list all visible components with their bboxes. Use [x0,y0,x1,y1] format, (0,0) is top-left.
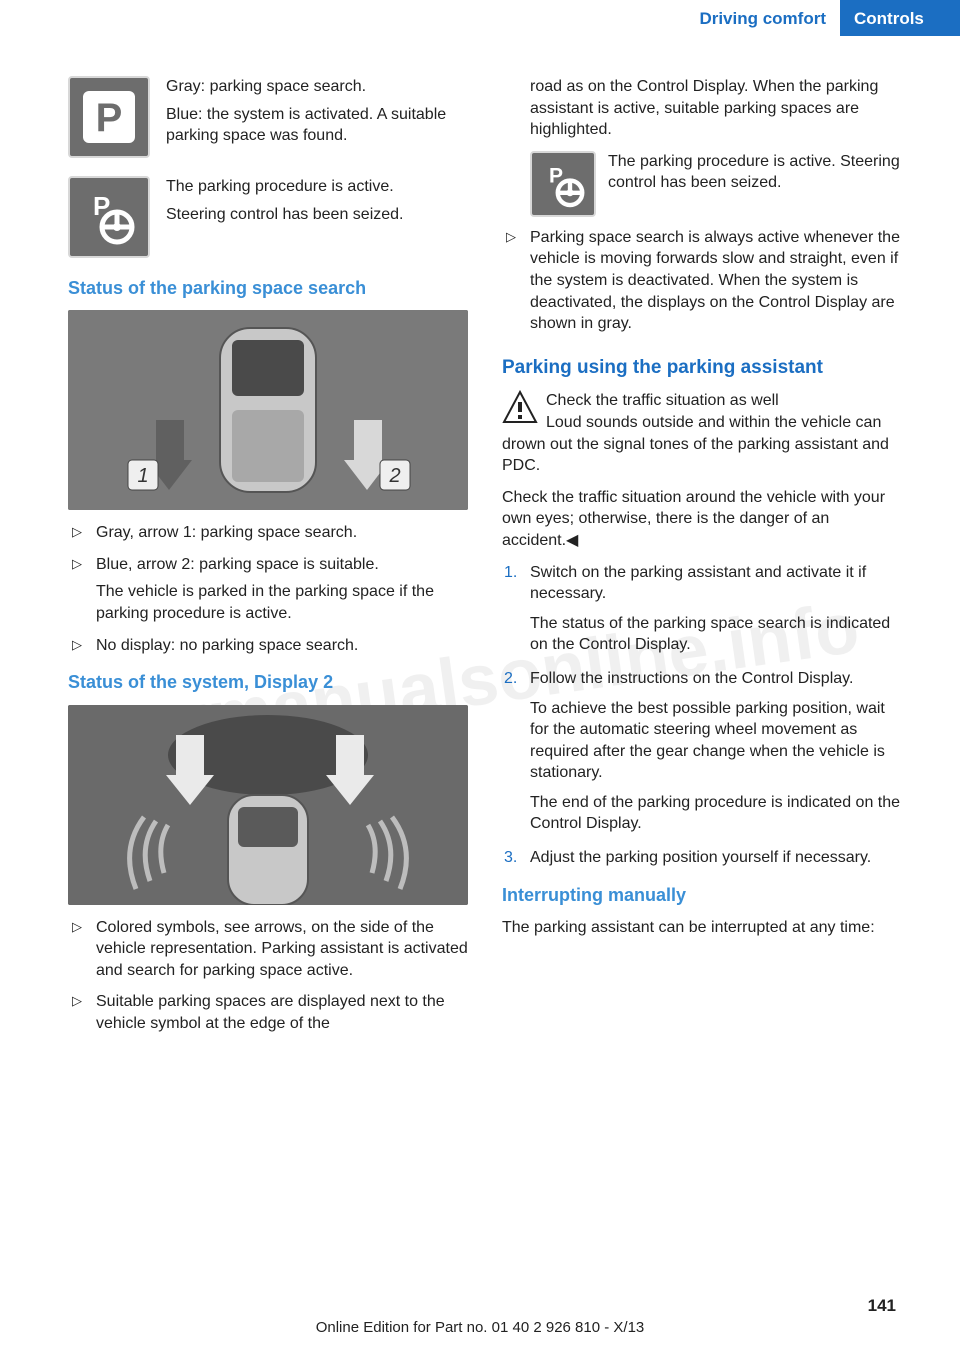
icon1-line1: Gray: parking space search. [166,76,468,98]
step-marker: 2. [504,668,517,690]
status1-i3: No display: no parking space search. [96,637,358,654]
breadcrumb: Driving comfort [699,0,840,36]
right-column: road as on the Control Display. When the… [502,76,902,1045]
step-3: 3. Adjust the parking position yourself … [502,847,902,869]
list-item: Blue, arrow 2: parking space is suitable… [68,554,468,625]
step3-text: Adjust the parking position yourself if … [530,849,871,866]
warn-line3: Check the traffic situation around the v… [502,487,902,552]
heading-interrupting: Interrupting manually [502,883,902,907]
status1-i2b: The vehicle is parked in the parking spa… [96,581,468,624]
svg-text:P: P [96,96,123,140]
step2-sub2: The end of the parking procedure is indi… [530,792,902,835]
step1-sub: The status of the parking space search i… [530,613,902,656]
right-bullet-list: Parking space search is always active wh… [502,227,902,335]
status2-list: Colored symbols, see arrows, on the side… [68,917,468,1035]
list-item: No display: no parking space search. [68,635,468,657]
heading-status-display2: Status of the system, Display 2 [68,670,468,694]
parking-steering-icon: P [68,176,150,258]
step2-sub1: To achieve the best possible parking pos… [530,698,902,784]
status1-i2: Blue, arrow 2: parking space is suitable… [96,556,379,573]
icon-row-steering: P The parking procedure is active. Steer… [68,176,468,258]
figure-display2 [68,705,468,905]
steps-list: 1. Switch on the parking assistant and a… [502,562,902,869]
content-columns: P Gray: parking space search. Blue: the … [0,36,960,1045]
left-column: P Gray: parking space search. Blue: the … [68,76,468,1045]
warning-block: Check the traffic situation as well Loud… [502,390,902,476]
step2-text: Follow the instructions on the Control D… [530,670,853,687]
parking-p-icon: P [68,76,150,158]
warn-line2: Loud sounds outside and within the vehic… [502,414,889,474]
status2-i2: Suitable parking spaces are displayed ne… [96,993,445,1032]
icon1-line2: Blue: the system is activated. A suitabl… [166,104,468,147]
inline-icon-block: P The parking procedure is active. Steer… [530,151,902,217]
page: carmanualsonline.info Driving comfort Co… [0,0,960,1362]
step-2: 2. Follow the instructions on the Contro… [502,668,902,835]
right-bullet-after: Parking space search is always active wh… [530,229,900,332]
svg-text:2: 2 [388,465,400,487]
warn-line1: Check the traffic situation as well [546,392,779,409]
cont-paragraph: road as on the Control Display. When the… [502,76,902,141]
heading-status-search: Status of the parking space search [68,276,468,300]
header-bar: Driving comfort Controls [55,0,960,36]
step-marker: 1. [504,562,517,584]
icon-text-1: Gray: parking space search. Blue: the sy… [166,76,468,158]
step-1: 1. Switch on the parking assistant and a… [502,562,902,656]
list-item: Gray, arrow 1: parking space search. [68,522,468,544]
status2-i1: Colored symbols, see arrows, on the side… [96,919,468,979]
interrupt-text: The parking assistant can be interrupted… [502,917,902,939]
icon-text-2: The parking procedure is active. Steerin… [166,176,468,258]
icon2-line1: The parking procedure is active. [166,176,468,198]
parking-steering-icon: P [530,151,596,217]
page-number: 141 [868,1295,896,1318]
figure-parking-search: 1 2 [68,310,468,510]
footer-line: Online Edition for Part no. 01 40 2 926 … [0,1318,960,1338]
list-item: Parking space search is always active wh… [502,227,902,335]
status1-i1: Gray, arrow 1: parking space search. [96,524,357,541]
warning-icon [502,390,538,426]
status1-list: Gray, arrow 1: parking space search. Blu… [68,522,468,656]
list-item: Colored symbols, see arrows, on the side… [68,917,468,982]
step-marker: 3. [504,847,517,869]
section-tab: Controls [840,0,960,36]
list-item: Suitable parking spaces are displayed ne… [68,991,468,1034]
icon-row-parking-p: P Gray: parking space search. Blue: the … [68,76,468,158]
step1-text: Switch on the parking assistant and acti… [530,564,866,603]
heading-parking-assistant: Parking using the parking assistant [502,355,902,381]
icon2-line2: Steering control has been seized. [166,204,468,226]
inline-icon-text: The parking procedure is active. Steerin… [608,151,902,217]
svg-text:1: 1 [137,465,148,487]
